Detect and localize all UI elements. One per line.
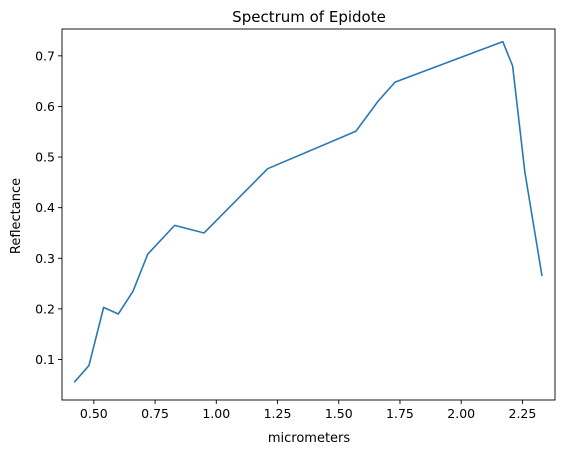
x-tick-label: 1.50 xyxy=(325,406,353,421)
x-tick-label: 1.00 xyxy=(202,406,230,421)
x-tick-label: 0.75 xyxy=(141,406,169,421)
x-tick-label: 2.00 xyxy=(447,406,475,421)
y-tick-label: 0.3 xyxy=(35,251,55,266)
y-tick-label: 0.7 xyxy=(35,48,55,63)
y-axis-label: Reflectance xyxy=(9,178,24,254)
x-axis-label: micrometers xyxy=(268,431,351,446)
x-tick-label: 1.75 xyxy=(386,406,414,421)
plot-area xyxy=(61,28,556,401)
series-line xyxy=(73,40,543,383)
y-tick-label: 0.6 xyxy=(35,99,55,114)
ticks: 0.50 0.75 1.00 1.25 1.50 1.75 2.00 2.25 0.1 0.2 0.… xyxy=(35,48,536,421)
y-tick-label: 0.2 xyxy=(35,301,55,316)
chart-title: Spectrum of Epidote xyxy=(232,8,386,26)
x-tick-label: 2.25 xyxy=(509,406,537,421)
y-tick-label: 0.4 xyxy=(35,200,55,215)
y-tick-label: 0.1 xyxy=(35,352,55,367)
axes-frame xyxy=(61,28,556,401)
x-tick-label: 1.25 xyxy=(264,406,292,421)
y-tick-label: 0.5 xyxy=(35,150,55,165)
x-tick-label: 0.50 xyxy=(80,406,108,421)
